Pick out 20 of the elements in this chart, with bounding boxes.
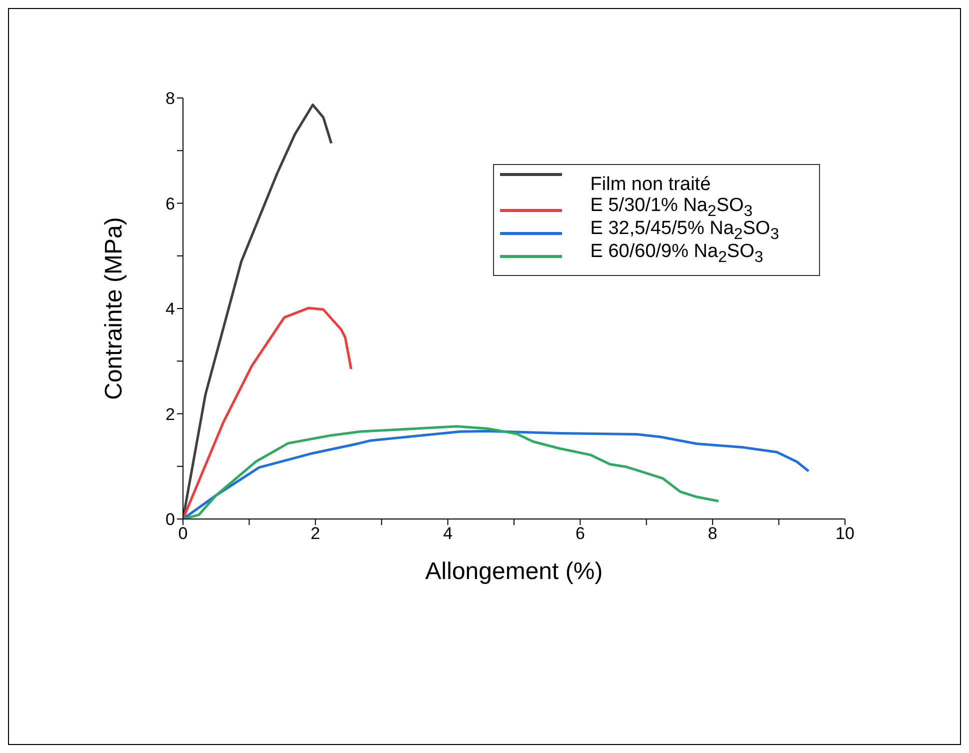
x-tick-label: 10 <box>836 524 854 544</box>
legend-label: Film non traité <box>590 174 711 196</box>
line-series <box>183 425 720 519</box>
x-axis-title: Allongement (%) <box>425 558 603 585</box>
legend-label: E 60/60/9% Na$_{2}$SO$_{3}$ <box>590 240 764 266</box>
legend-label: E 5/30/1% Na$_{2}$SO$_{3}$ <box>590 194 753 220</box>
legend-label: E 32,5/45/5% Na$_{2}$SO$_{3}$ <box>590 218 779 242</box>
y-tick-label: 0 <box>166 510 175 530</box>
x-tick-label: 0 <box>178 524 188 544</box>
y-tick-label: 6 <box>166 194 175 214</box>
x-tick-label: 2 <box>310 524 320 544</box>
x-tick-label: 8 <box>708 524 718 544</box>
y-tick-label: 8 <box>166 89 175 108</box>
line-series <box>183 306 352 519</box>
y-axis-title: Contrainte (MPa) <box>100 217 128 400</box>
line-series <box>183 430 810 519</box>
x-tick-label: 6 <box>575 524 585 544</box>
y-tick-label: 4 <box>166 300 175 319</box>
y-tick-label: 2 <box>166 404 175 424</box>
x-tick-label: 4 <box>443 524 453 544</box>
